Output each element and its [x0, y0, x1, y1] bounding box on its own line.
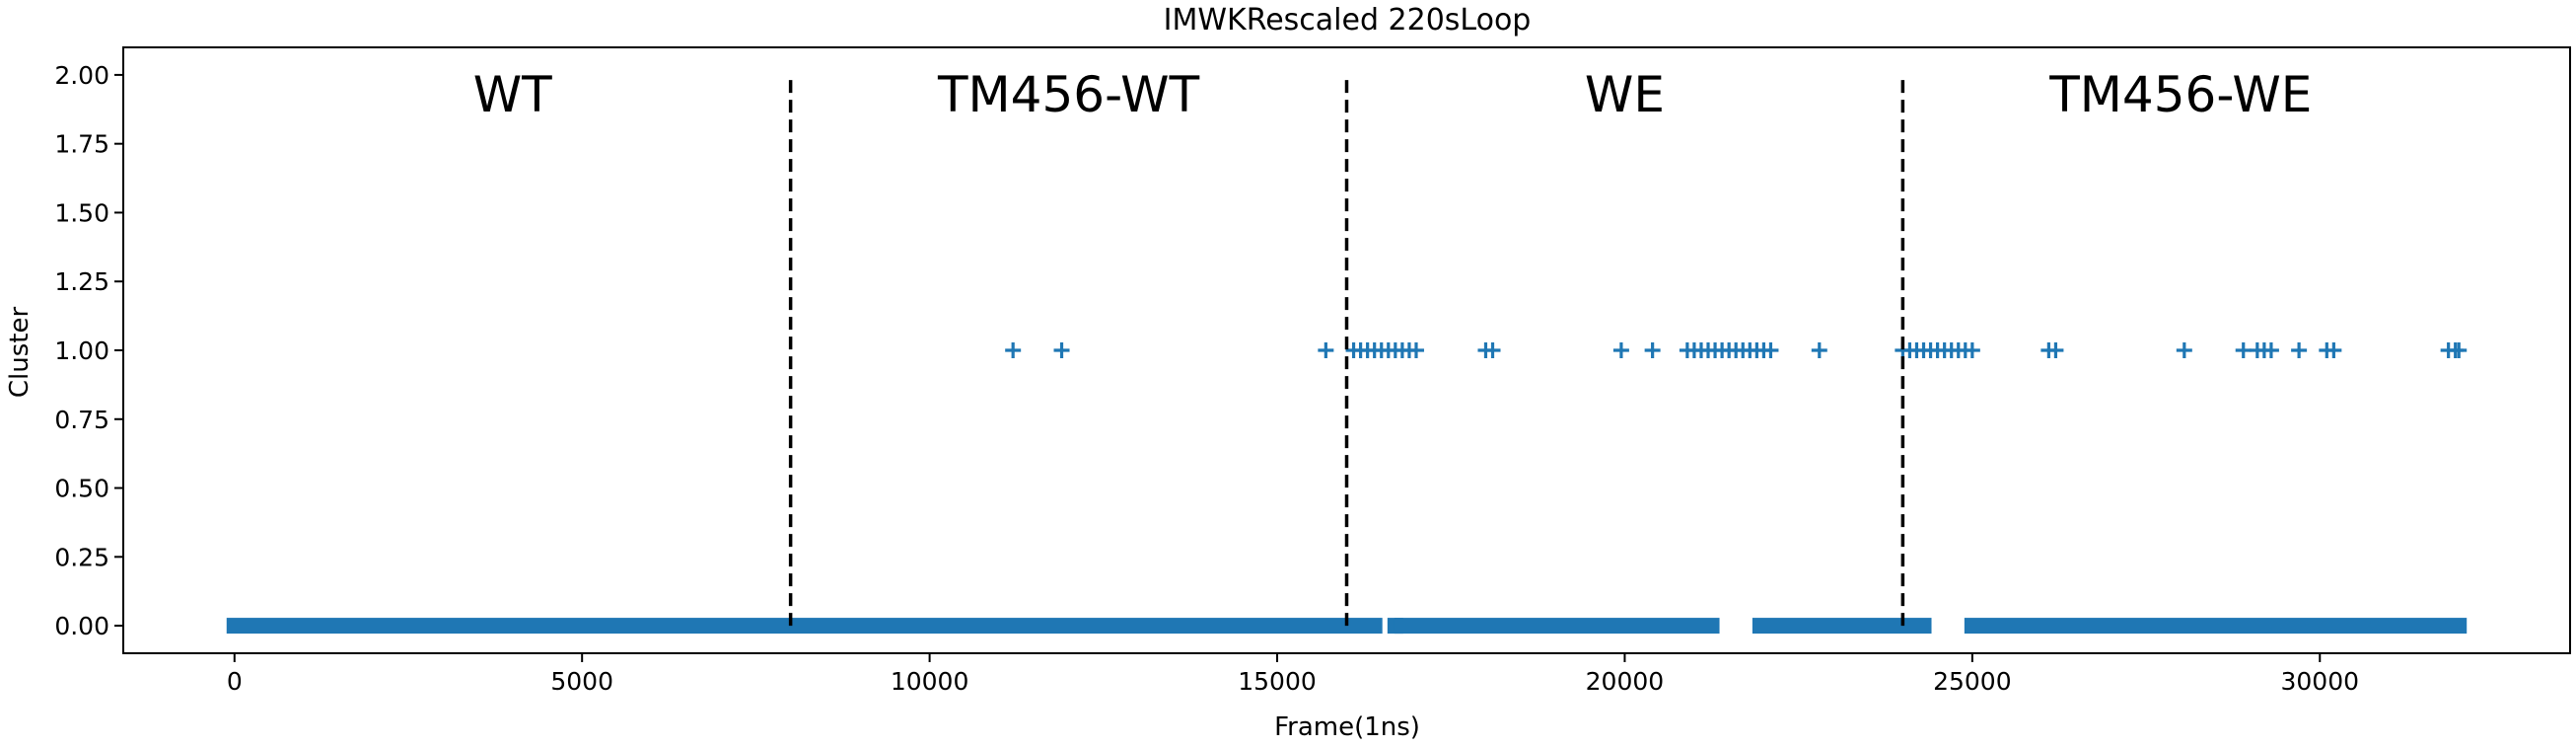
x-tick-label: 10000	[891, 667, 969, 696]
y-tick-label: 1.00	[54, 336, 109, 365]
y-tick-label: 0.75	[54, 406, 109, 434]
cluster-1-point	[2291, 342, 2308, 358]
cluster-1-point	[1407, 342, 1424, 358]
cluster-1-point	[2326, 342, 2342, 358]
cluster-1-point	[1053, 342, 1070, 358]
y-tick-label: 1.75	[54, 130, 109, 159]
cluster-1-point	[2262, 342, 2279, 358]
cluster-1-point	[1811, 342, 1827, 358]
x-tick-label: 20000	[1586, 667, 1665, 696]
data-points	[226, 342, 2468, 635]
cluster-1-point	[1762, 342, 1779, 358]
region-label: TM456-WT	[937, 66, 1200, 123]
y-tick-label: 1.25	[54, 267, 109, 296]
x-tick-label: 5000	[550, 667, 613, 696]
y-axis-label: Cluster	[5, 307, 35, 399]
cluster-1-point	[1318, 342, 1334, 358]
cluster-0-points	[1752, 618, 1932, 635]
cluster-0-points	[1394, 618, 1720, 635]
region-boundaries	[788, 74, 1905, 627]
cluster-1-point	[1612, 342, 1629, 358]
region-label: WE	[1585, 66, 1665, 123]
x-tick-label: 0	[227, 667, 243, 696]
cluster-1-point	[1644, 342, 1661, 358]
cluster-1-point	[2235, 342, 2252, 358]
region-label: WT	[473, 66, 552, 123]
x-tick-label: 30000	[2280, 667, 2359, 696]
x-axis-label: Frame(1ns)	[1274, 712, 1420, 742]
y-tick-label: 0.25	[54, 543, 109, 571]
cluster-0-points	[226, 618, 1383, 635]
y-tick-label: 2.00	[54, 61, 109, 90]
y-tick-label: 0.00	[54, 612, 109, 640]
cluster-1-point	[1484, 342, 1501, 358]
cluster-1-point	[2047, 342, 2064, 358]
x-tick-label: 15000	[1238, 667, 1317, 696]
y-tick-label: 1.50	[54, 198, 109, 227]
chart-title: IMWKRescaled 220sLoop	[1164, 3, 1532, 37]
region-label: TM456-WE	[2048, 66, 2312, 123]
cluster-1-point	[1005, 342, 1022, 358]
x-tick-label: 25000	[1933, 667, 2012, 696]
x-axis: 0 5000 10000 15000 20000 25000 30000	[227, 653, 2359, 696]
cluster-0-points	[1964, 618, 2468, 635]
y-tick-label: 0.50	[54, 475, 109, 503]
cluster-1-point	[2176, 342, 2192, 358]
y-axis: 0.00 0.25 0.50 0.75 1.00 1.25 1.50 1.75 2.00	[54, 61, 123, 640]
cluster-1-point	[1964, 342, 1980, 358]
cluster-1-point	[2451, 342, 2468, 358]
region-labels: WT TM456-WT WE TM456-WE	[473, 66, 2313, 123]
